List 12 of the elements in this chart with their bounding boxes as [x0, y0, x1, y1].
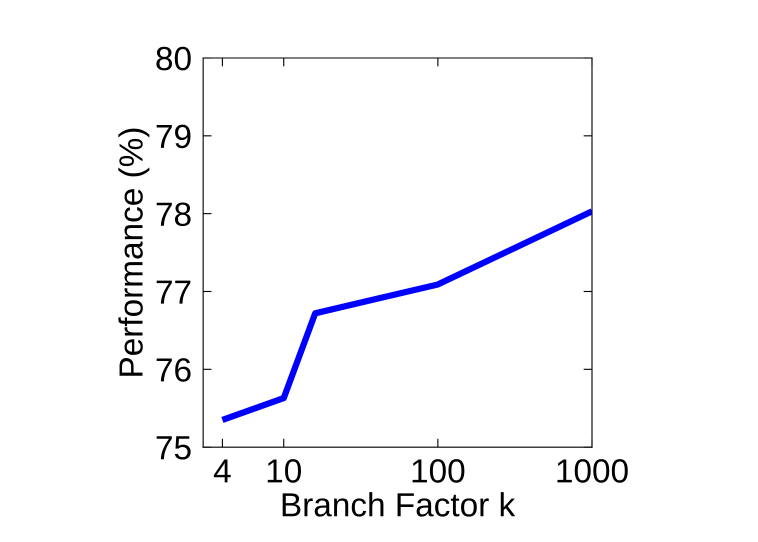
x-tick-label: 4 — [214, 459, 231, 482]
y-tick-label: 78 — [156, 202, 191, 226]
x-tick-label: 10 — [268, 459, 301, 483]
x-tick-label: 100 — [412, 459, 464, 483]
y-tick-label: 80 — [156, 46, 191, 70]
x-tick-label: 1000 — [557, 459, 628, 483]
y-tick-label: 77 — [156, 280, 190, 304]
y-axis-title: Performance (%) — [118, 128, 150, 376]
x-axis-title: Branch Factor k — [282, 492, 516, 517]
y-tick-label: 76 — [156, 358, 191, 382]
y-tick-label: 75 — [156, 436, 191, 460]
y-tick-label: 79 — [156, 124, 190, 148]
